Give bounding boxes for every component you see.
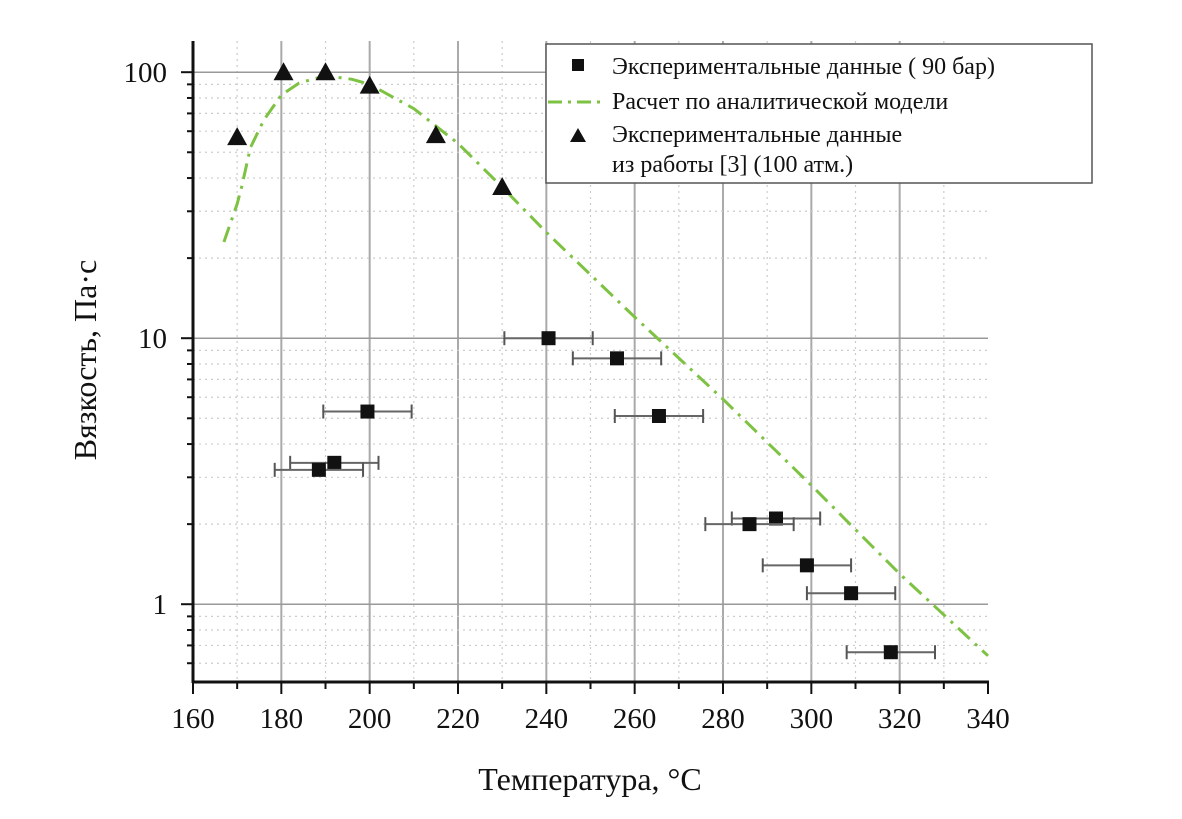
y-tick-label: 100: [124, 57, 168, 89]
legend-entry-model: Расчет по аналитической модели: [612, 89, 948, 115]
legend-entry-triangles-line1: Экспериментальные данные: [612, 122, 902, 148]
x-tick-label: 340: [966, 703, 1010, 735]
points-layer: [227, 62, 936, 660]
model-curve-layer: [222, 75, 990, 657]
x-tick-label: 180: [260, 703, 304, 735]
square-data-point: [327, 455, 342, 470]
legend-entry-triangles-line2: из работы [3] (100 атм.): [612, 152, 853, 178]
triangle-data-point: [425, 125, 446, 144]
y-tick-label: 10: [138, 323, 167, 355]
square-data-point: [799, 558, 814, 573]
model-curve-line: [222, 75, 990, 657]
axes: [181, 41, 989, 694]
x-tick-label: 200: [348, 703, 392, 735]
square-data-point: [844, 586, 859, 601]
square-data-point: [360, 404, 375, 419]
triangle-data-point: [315, 62, 336, 81]
square-data-point: [541, 331, 556, 346]
square-data-point: [651, 408, 666, 423]
y-axis-label: Вязкость, Па·с: [67, 260, 103, 460]
triangle-data-point: [227, 127, 248, 146]
square-data-point: [610, 351, 624, 366]
x-tick-label: 260: [613, 703, 657, 735]
tick-labels: 160 180 200 220 240 260 280 300 320 340 1 10 100: [124, 57, 1010, 735]
legend-box: [545, 43, 1093, 184]
square-data-point: [769, 511, 783, 526]
x-tick-label: 240: [525, 703, 569, 735]
square-data-point: [742, 517, 757, 532]
triangle-data-point: [273, 62, 294, 81]
x-tick-label: 220: [436, 703, 480, 735]
x-axis-label: Температура, °C: [478, 761, 701, 797]
x-tick-label: 160: [171, 703, 215, 735]
triangle-data-point: [359, 75, 380, 94]
legend-square-marker: [572, 59, 584, 71]
x-tick-label: 320: [878, 703, 922, 735]
legend: Экспериментальные данные ( 90 бар) Расче…: [545, 43, 1093, 184]
legend-triangle-marker: [570, 128, 586, 142]
x-tick-label: 300: [790, 703, 834, 735]
y-tick-label: 1: [153, 589, 168, 621]
triangle-data-point: [492, 177, 513, 196]
legend-entry-squares: Экспериментальные данные ( 90 бар): [612, 54, 995, 80]
square-data-point: [883, 645, 898, 660]
square-data-point: [311, 462, 326, 477]
x-tick-label: 280: [701, 703, 745, 735]
